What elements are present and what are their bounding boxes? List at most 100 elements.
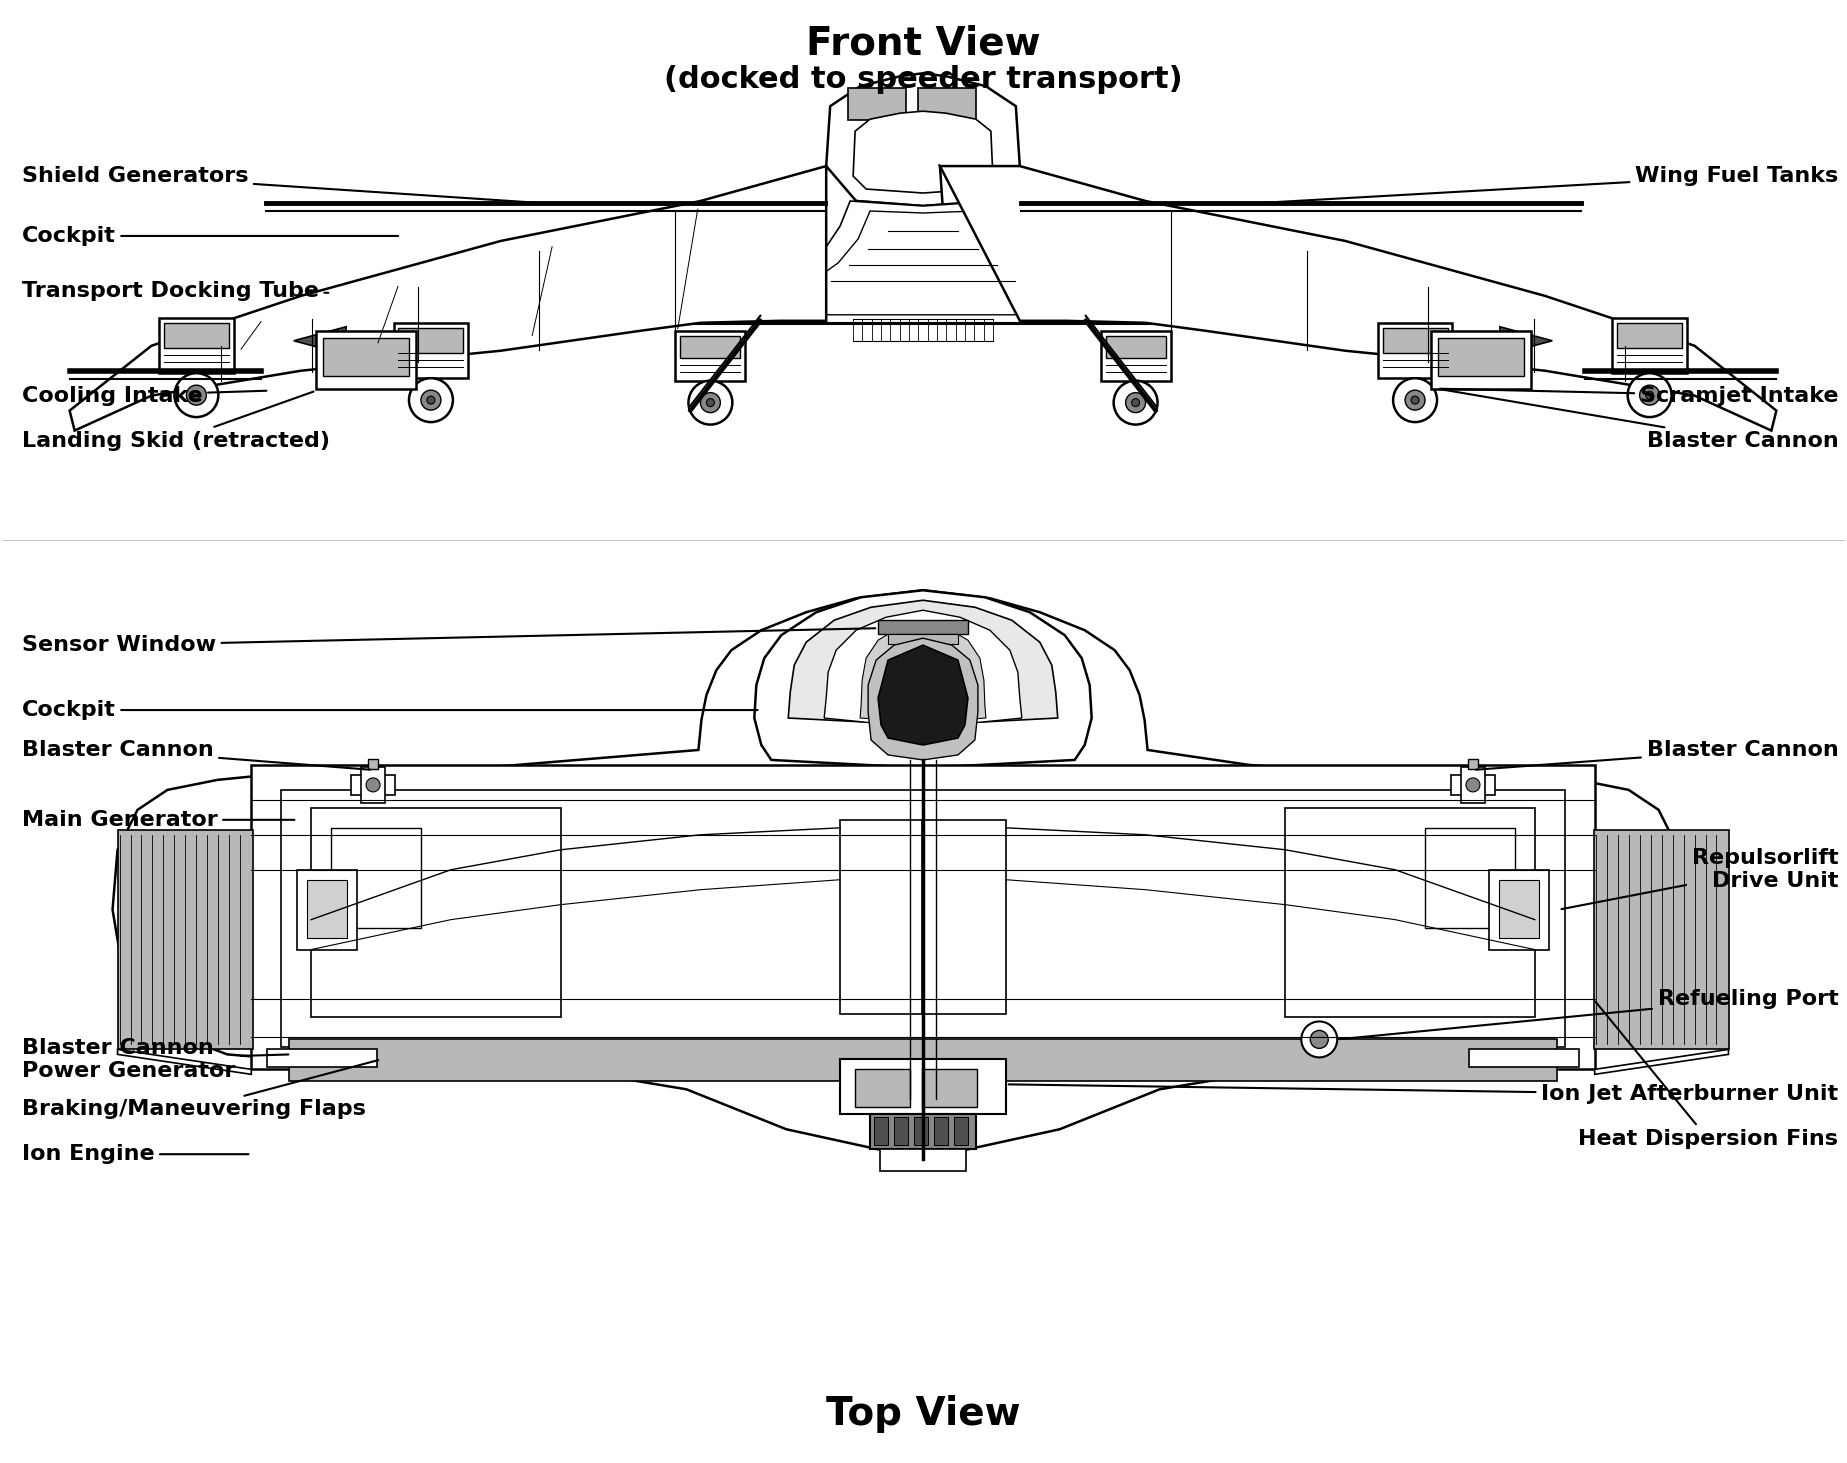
Polygon shape	[118, 1049, 251, 1074]
Text: Scramjet Intake: Scramjet Intake	[1441, 386, 1838, 405]
Circle shape	[1114, 380, 1158, 424]
Circle shape	[1406, 391, 1426, 410]
Bar	[268, 1049, 377, 1068]
Bar	[1452, 775, 1494, 794]
Bar	[840, 1059, 1007, 1115]
Bar	[1618, 323, 1683, 348]
Circle shape	[1393, 377, 1437, 423]
Polygon shape	[754, 590, 1092, 768]
Bar	[918, 88, 975, 120]
Polygon shape	[877, 645, 968, 745]
Bar	[331, 828, 421, 928]
Bar	[1378, 323, 1452, 377]
Bar	[1426, 828, 1515, 928]
Text: Landing Skid (retracted): Landing Skid (retracted)	[22, 392, 331, 451]
Bar	[316, 331, 416, 389]
Bar	[870, 1115, 975, 1150]
Bar	[1286, 808, 1535, 1017]
Polygon shape	[1594, 1049, 1729, 1074]
Circle shape	[706, 398, 715, 407]
Bar	[894, 1118, 909, 1146]
Bar	[164, 323, 229, 348]
Bar	[399, 328, 464, 353]
Bar	[251, 765, 1594, 1069]
Bar	[1500, 879, 1539, 938]
Bar	[922, 1069, 977, 1107]
Bar	[310, 808, 561, 1017]
Polygon shape	[113, 590, 1684, 1159]
Text: Ion Jet Afterburner Unit: Ion Jet Afterburner Unit	[1008, 1084, 1838, 1105]
Polygon shape	[441, 167, 1406, 326]
Polygon shape	[561, 200, 1286, 323]
Bar	[848, 88, 907, 120]
Bar	[1439, 338, 1524, 376]
Bar	[924, 819, 1007, 1014]
Text: Front View: Front View	[805, 25, 1040, 63]
Bar	[888, 633, 959, 644]
Text: (docked to speeder transport): (docked to speeder transport)	[663, 64, 1182, 94]
Bar	[680, 335, 741, 358]
Circle shape	[408, 377, 453, 423]
Text: Top View: Top View	[826, 1394, 1020, 1432]
Bar	[676, 331, 746, 380]
Polygon shape	[70, 167, 826, 430]
Bar	[360, 767, 384, 803]
Bar	[159, 319, 235, 373]
Text: Blaster Cannon: Blaster Cannon	[22, 740, 369, 770]
Circle shape	[700, 392, 720, 413]
Text: Heat Dispersion Fins: Heat Dispersion Fins	[1577, 1002, 1838, 1150]
Circle shape	[1132, 398, 1140, 407]
Bar	[297, 869, 356, 949]
Bar	[351, 775, 395, 794]
Bar	[877, 620, 968, 633]
Text: Main Generator: Main Generator	[22, 811, 294, 830]
Circle shape	[366, 778, 380, 791]
Bar	[1612, 319, 1686, 373]
Text: Cooling Intake: Cooling Intake	[22, 386, 266, 405]
Text: Refueling Port: Refueling Port	[1339, 989, 1838, 1039]
Polygon shape	[877, 645, 968, 745]
Bar	[935, 1118, 948, 1146]
Bar	[290, 1039, 1557, 1081]
Circle shape	[689, 380, 733, 424]
Polygon shape	[294, 326, 345, 354]
Polygon shape	[853, 111, 994, 193]
Bar	[840, 819, 922, 1014]
Text: Sensor Window: Sensor Window	[22, 628, 875, 655]
Circle shape	[1467, 778, 1479, 791]
Bar	[1489, 869, 1550, 949]
Text: Blaster Cannon: Blaster Cannon	[1441, 389, 1838, 451]
Bar	[393, 323, 469, 377]
Bar	[1468, 1049, 1579, 1068]
Circle shape	[1310, 1030, 1328, 1049]
Bar	[1461, 767, 1485, 803]
Polygon shape	[1500, 326, 1551, 354]
Circle shape	[1627, 373, 1672, 417]
Polygon shape	[940, 167, 1777, 430]
Bar	[1106, 335, 1165, 358]
Polygon shape	[700, 211, 1145, 315]
Text: Wing Fuel Tanks: Wing Fuel Tanks	[1262, 167, 1838, 203]
Bar	[307, 879, 347, 938]
Circle shape	[1646, 391, 1653, 399]
Bar	[323, 338, 408, 376]
Bar	[874, 1118, 888, 1146]
Polygon shape	[824, 610, 1021, 729]
Circle shape	[1125, 392, 1145, 413]
Text: Blaster Cannon
Power Generator: Blaster Cannon Power Generator	[22, 1037, 288, 1081]
Text: Blaster Cannon: Blaster Cannon	[1476, 740, 1838, 770]
Polygon shape	[789, 600, 1058, 726]
Bar	[879, 1150, 966, 1172]
Polygon shape	[826, 73, 1020, 206]
Bar	[1101, 331, 1171, 380]
Text: Cockpit: Cockpit	[22, 225, 399, 246]
Bar	[281, 790, 1564, 1048]
Circle shape	[192, 391, 199, 399]
Text: Transport Docking Tube: Transport Docking Tube	[22, 281, 329, 301]
Bar	[953, 1118, 968, 1146]
Polygon shape	[861, 622, 986, 723]
Bar	[118, 830, 253, 1049]
Circle shape	[427, 396, 434, 404]
Bar	[368, 759, 379, 770]
Text: Cockpit: Cockpit	[22, 699, 757, 720]
